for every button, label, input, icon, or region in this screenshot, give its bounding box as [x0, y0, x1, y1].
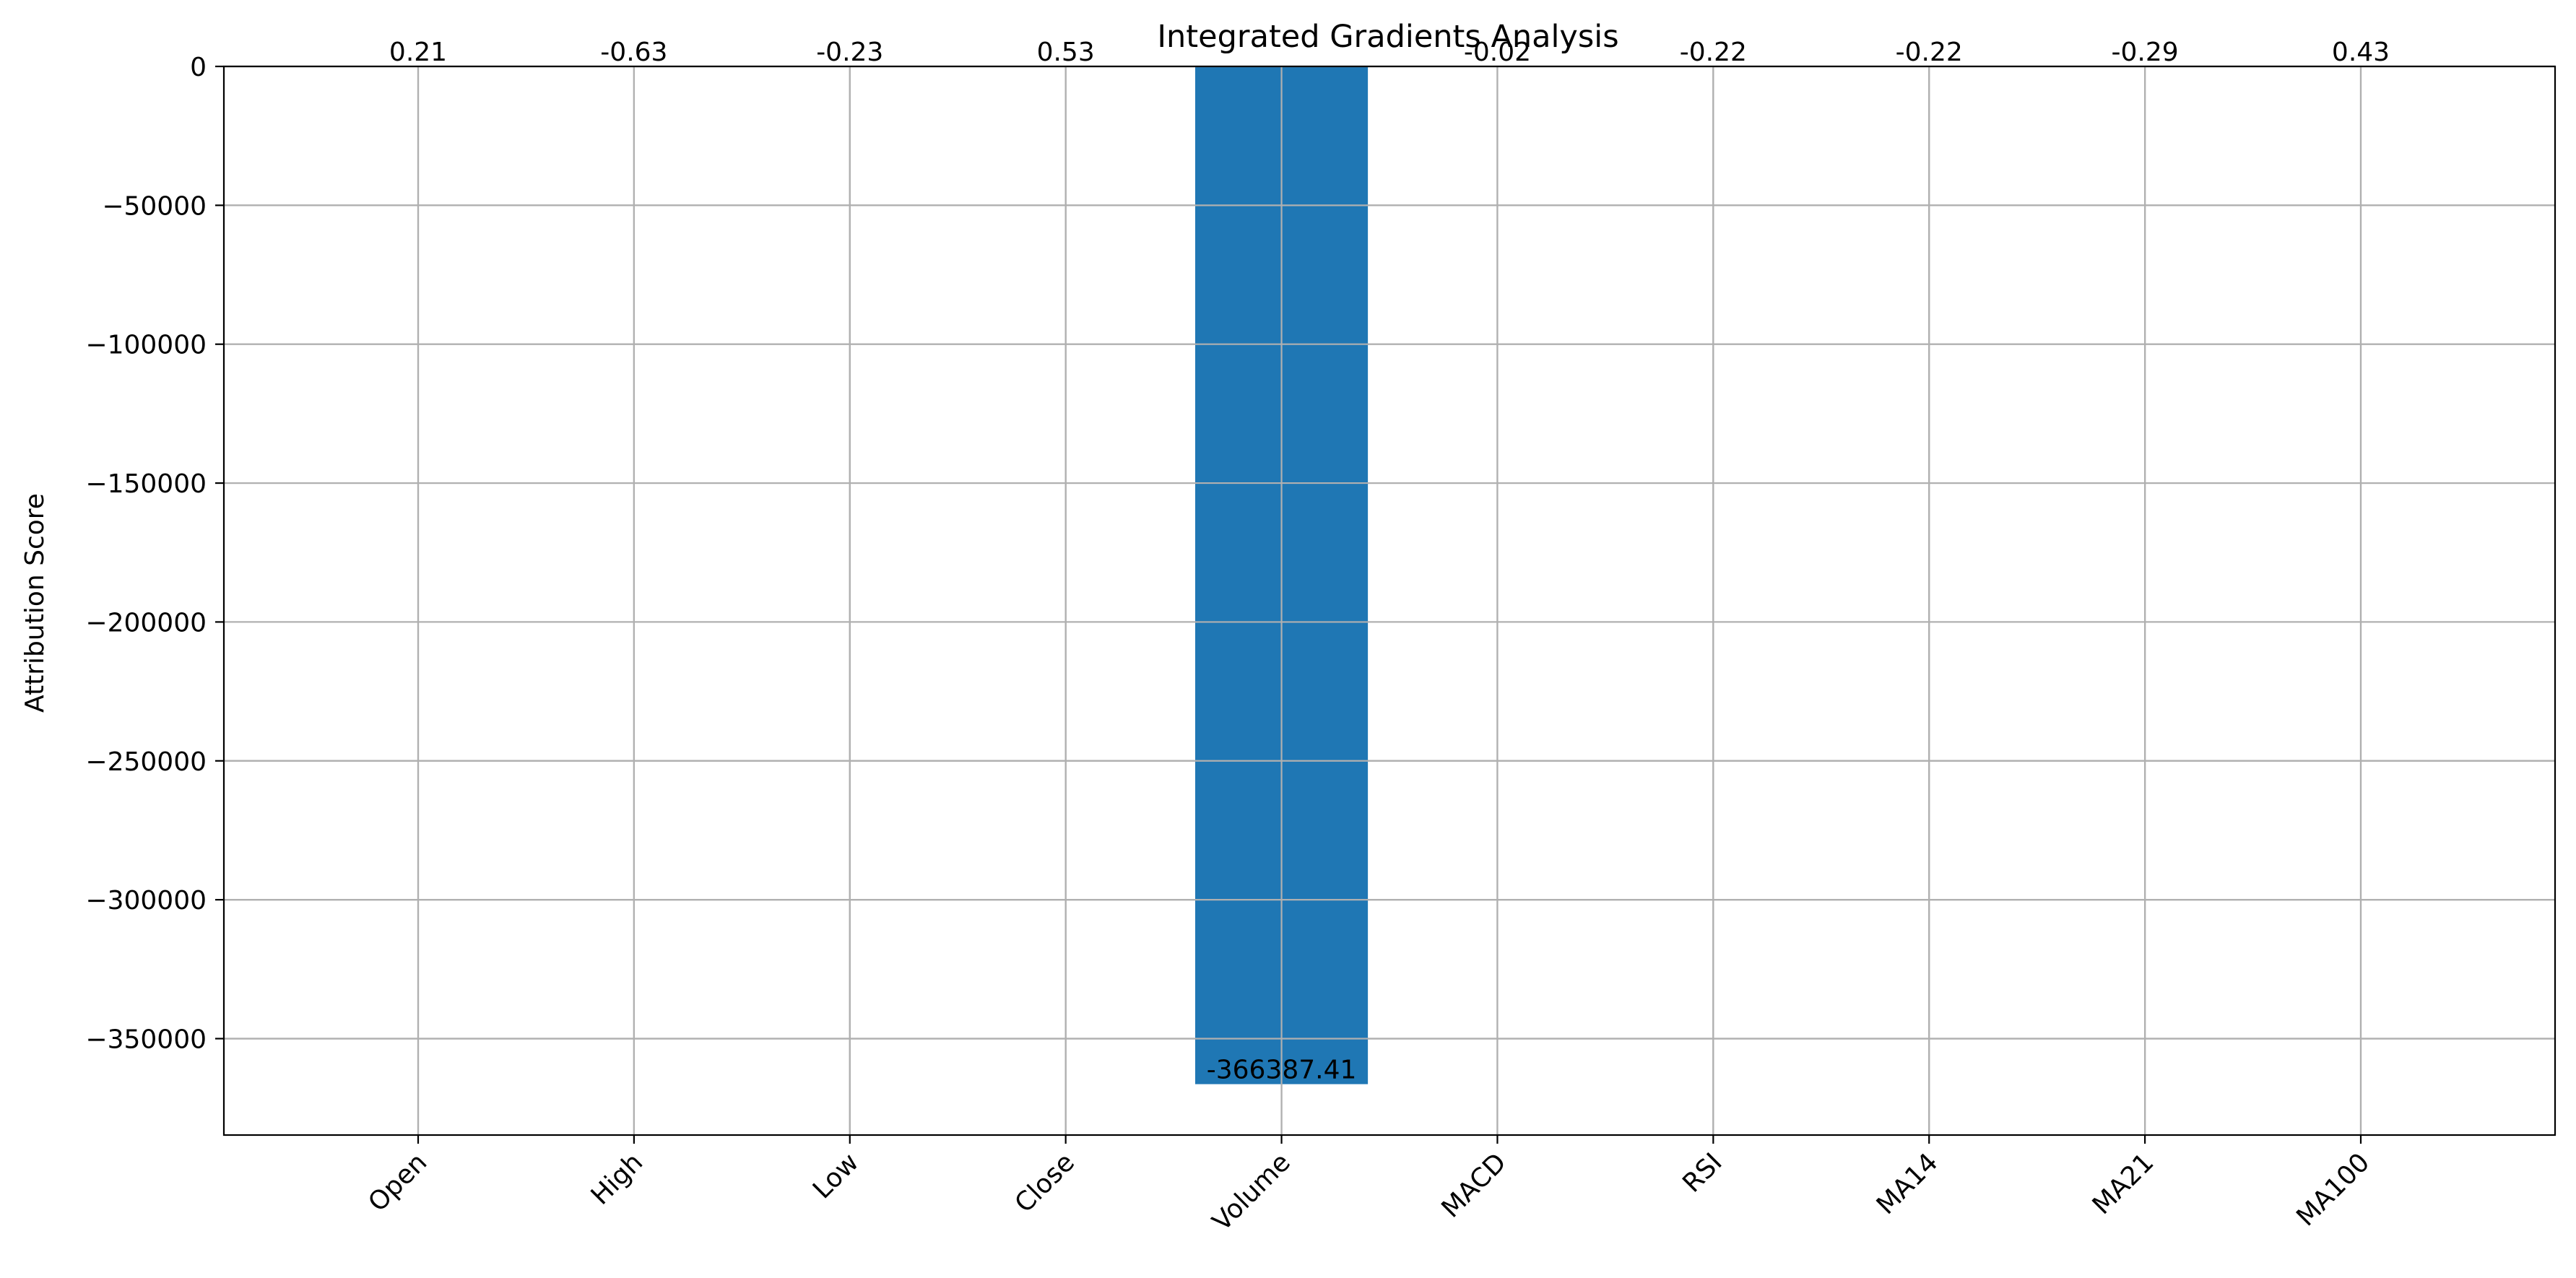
x-tick-label: High: [586, 1147, 649, 1211]
bar-value-label: -0.22: [1680, 38, 1747, 67]
x-tick-label: RSI: [1677, 1147, 1727, 1198]
bar-value-label: 0.43: [2332, 38, 2390, 67]
y-tick-label: −250000: [85, 747, 207, 777]
plot-frame: [222, 65, 2557, 1136]
grid-overlay: [224, 65, 2555, 1135]
bar-value-label: -0.22: [1896, 38, 1963, 67]
x-tick-label: MACD: [1436, 1147, 1512, 1223]
x-tick-label: Volume: [1207, 1147, 1296, 1237]
x-tick-label: MA21: [2087, 1147, 2160, 1220]
bar-value-label: -0.63: [600, 38, 667, 67]
y-tick-label: 0: [190, 53, 207, 82]
x-tick-label: Close: [1010, 1147, 1080, 1218]
bars: [331, 66, 2447, 1084]
x-tick-label: Low: [807, 1147, 864, 1204]
bar-value-label: 0.53: [1037, 38, 1095, 67]
chart-title: Integrated Gradients Analysis: [1157, 19, 1618, 55]
y-tick-label: −150000: [85, 469, 207, 499]
y-axis-label: Attribution Score: [20, 493, 50, 713]
bar-value-label: -0.02: [1464, 38, 1531, 67]
bar-value-label: -0.29: [2112, 38, 2179, 67]
x-tick-label: Open: [363, 1147, 433, 1217]
x-tick-label: MA14: [1871, 1147, 1944, 1220]
grid: [224, 65, 2555, 1135]
y-tick-label: −50000: [102, 191, 207, 221]
x-tick-label: MA100: [2291, 1147, 2375, 1232]
bar-value-label: -366387.41: [1207, 1056, 1357, 1085]
bar-value-label: 0.21: [389, 38, 447, 67]
bar-value-label: -0.23: [816, 38, 883, 67]
y-tick-label: −100000: [85, 331, 207, 360]
y-tick-label: −350000: [85, 1025, 207, 1054]
value-labels: 0.21 -0.63 -0.23 0.53 -366387.41 -0.02 -0.22 -0…: [389, 38, 2390, 1085]
y-tick-label: −200000: [85, 608, 207, 638]
y-tick-label: −300000: [85, 886, 207, 916]
